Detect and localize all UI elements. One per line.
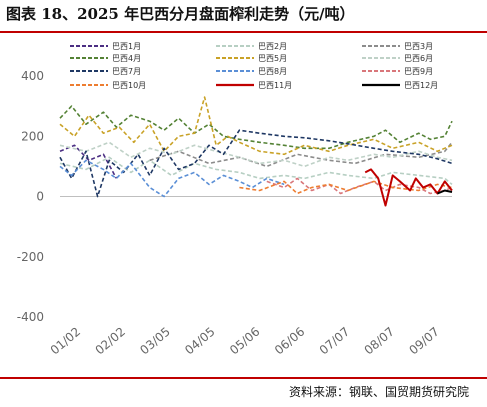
series-line-7 [59,129,453,198]
y-tick-label: 0 [36,190,44,204]
legend-label: 巴西1月 [112,42,141,51]
chart-title: 图表 18、2025 年巴西分月盘面榨利走势（元/吨） [6,5,355,23]
y-tick-label: -200 [17,250,44,264]
top-rule [0,31,487,33]
legend-label: 巴西10月 [112,81,146,90]
plot-area [59,96,453,207]
axes: 400 200 0 -200 -400 01/02 02/02 03/05 04/05 05/06… [17,69,452,357]
x-tick-label: 01/02 [48,324,83,357]
series-line-5 [59,96,453,156]
legend-label: 巴西7月 [112,67,141,76]
legend-label: 巴西6月 [404,54,433,63]
x-tick-label: 03/05 [137,324,172,357]
legend-label: 巴西4月 [112,54,141,63]
x-tick-label: 06/06 [272,324,307,357]
y-tick-label: 200 [21,129,44,143]
source-note: 资料来源：钢联、国贸期货研究院 [288,385,469,399]
y-tick-label: 400 [21,69,44,83]
series-line-10 [239,180,453,195]
series-line-2 [59,156,453,186]
x-tick-label: 09/07 [406,324,441,357]
y-tick-label: -400 [17,310,44,324]
legend-label: 巴西12月 [404,81,438,90]
legend-label: 巴西11月 [258,81,292,90]
series-line-3 [149,141,453,168]
x-tick-label: 07/07 [317,324,352,357]
legend-label: 巴西2月 [258,42,287,51]
x-tick-label: 05/06 [227,324,262,357]
x-tick-label: 02/02 [93,324,128,357]
legend-label: 巴西5月 [258,54,287,63]
legend-label: 巴西3月 [404,42,433,51]
series-line-4 [59,105,453,150]
series-line-12 [437,189,453,195]
series-line-9 [266,177,453,195]
legend-label: 巴西8月 [258,67,287,76]
series-line-8 [59,159,285,198]
x-tick-label: 08/07 [362,324,397,357]
bottom-rule [0,377,487,379]
legend-label: 巴西9月 [404,67,433,76]
x-tick-label: 04/05 [182,324,217,357]
